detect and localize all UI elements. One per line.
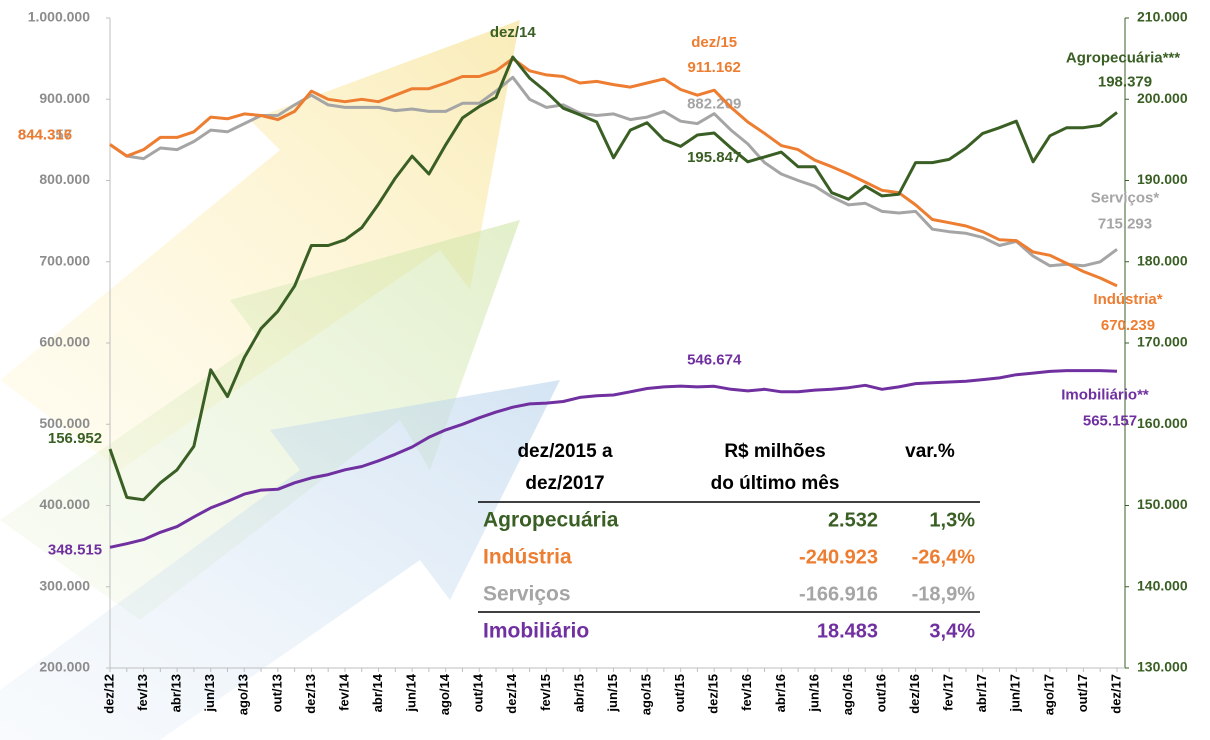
- annotation: dez/14: [490, 24, 537, 41]
- x-tick-label: jun/16: [806, 674, 821, 713]
- table-cell: Imobiliário: [483, 620, 589, 643]
- y-tick-label: 500.000: [39, 415, 90, 431]
- y-tick-label: 600.000: [39, 334, 90, 350]
- x-tick-label: out/17: [1075, 674, 1090, 712]
- table-header: R$ milhões: [724, 441, 825, 462]
- table-cell: Indústria: [483, 546, 572, 569]
- x-tick-label: fev/14: [336, 673, 351, 711]
- x-tick-label: jun/13: [202, 674, 217, 713]
- y2-tick-label: 200.000: [1137, 90, 1188, 106]
- x-tick-label: out/15: [672, 674, 687, 712]
- table-cell: -26,4%: [912, 546, 976, 568]
- value-label: 546.674: [687, 351, 742, 368]
- value-label: 844.316: [18, 126, 72, 143]
- annotation: dez/15: [691, 34, 737, 51]
- x-tick-label: out/14: [471, 673, 486, 712]
- x-tick-label: abr/14: [370, 673, 385, 712]
- x-tick-label: jun/14: [404, 673, 419, 712]
- x-tick-label: fev/17: [941, 674, 956, 711]
- table-cell: Serviços: [483, 583, 571, 606]
- y-tick-label: 800.000: [39, 171, 90, 187]
- x-tick-label: abr/13: [169, 674, 184, 712]
- table-cell: -18,9%: [912, 583, 976, 605]
- table-cell: 2.532: [828, 509, 878, 531]
- value-label: 911.162: [687, 59, 740, 76]
- x-tick-label: dez/14: [504, 673, 519, 714]
- x-tick-label: out/16: [873, 674, 888, 712]
- x-tick-label: ago/16: [840, 674, 855, 715]
- value-label: 198.379: [1098, 73, 1152, 90]
- value-label: 670.239: [1101, 317, 1155, 334]
- y2-tick-label: 180.000: [1137, 252, 1188, 268]
- x-tick-label: fev/13: [135, 674, 150, 711]
- x-tick-label: dez/12: [101, 674, 116, 714]
- x-tick-label: ago/15: [639, 674, 654, 715]
- y-tick-label: 900.000: [39, 90, 90, 106]
- table-cell: Agropecuária: [483, 509, 619, 532]
- table-header: do último mês: [711, 473, 840, 494]
- y2-tick-label: 170.000: [1137, 334, 1188, 350]
- y2-tick-label: 130.000: [1137, 659, 1188, 675]
- x-tick-label: abr/17: [974, 674, 989, 712]
- x-tick-label: jun/15: [605, 674, 620, 713]
- table-cell: -166.916: [799, 583, 878, 605]
- chart: 200.000 300.000 400.000 500.000 600.000 700.0…: [0, 0, 1210, 740]
- background: [0, 20, 560, 740]
- table-cell: 1,3%: [929, 509, 975, 531]
- y2-tick-label: 150.000: [1137, 496, 1188, 512]
- x-tick-label: ago/17: [1041, 674, 1056, 715]
- value-label: 156.952: [48, 430, 102, 447]
- table-header: dez/2017: [525, 473, 604, 494]
- y-tick-label: 300.000: [39, 577, 90, 593]
- series-name: Indústria*: [1093, 291, 1162, 308]
- x-tick-label: abr/15: [571, 674, 586, 712]
- x-tick-label: out/13: [269, 674, 284, 712]
- table-header: dez/2015 a: [517, 441, 612, 462]
- value-label: 715.293: [1098, 215, 1152, 232]
- x-tick-label: fev/16: [739, 674, 754, 711]
- value-label: 348.515: [48, 541, 102, 558]
- table-cell: -240.923: [799, 546, 878, 568]
- y2-tick-label: 210.000: [1137, 9, 1188, 25]
- y-tick-label: 400.000: [39, 496, 90, 512]
- x-tick-label: fev/15: [538, 674, 553, 711]
- x-tick-label: jun/17: [1008, 674, 1023, 713]
- series-name: Serviços*: [1091, 189, 1160, 206]
- x-tick-label: dez/15: [706, 674, 721, 714]
- x-tick-label: ago/13: [236, 674, 251, 715]
- y-tick-label: 1.000.000: [28, 9, 90, 25]
- x-tick-label: dez/16: [907, 674, 922, 714]
- x-tick-label: dez/13: [303, 674, 318, 714]
- y-tick-label: 700.000: [39, 252, 90, 268]
- table-header: var.%: [905, 441, 955, 462]
- y2-tick-label: 190.000: [1137, 171, 1188, 187]
- y-tick-label: 200.000: [39, 659, 90, 675]
- table-cell: 18.483: [817, 620, 878, 642]
- table-cell: 3,4%: [929, 620, 975, 642]
- x-tick-label: ago/14: [437, 673, 452, 715]
- y2-tick-label: 140.000: [1137, 577, 1188, 593]
- value-label: 195.847: [687, 149, 741, 166]
- series-name: Imobiliário**: [1061, 386, 1149, 403]
- x-tick-label: dez/17: [1108, 674, 1123, 714]
- series-name: Agropecuária***: [1066, 49, 1180, 66]
- x-tick-label: abr/16: [773, 674, 788, 712]
- value-label: 565.157: [1083, 412, 1137, 429]
- y2-tick-label: 160.000: [1137, 415, 1188, 431]
